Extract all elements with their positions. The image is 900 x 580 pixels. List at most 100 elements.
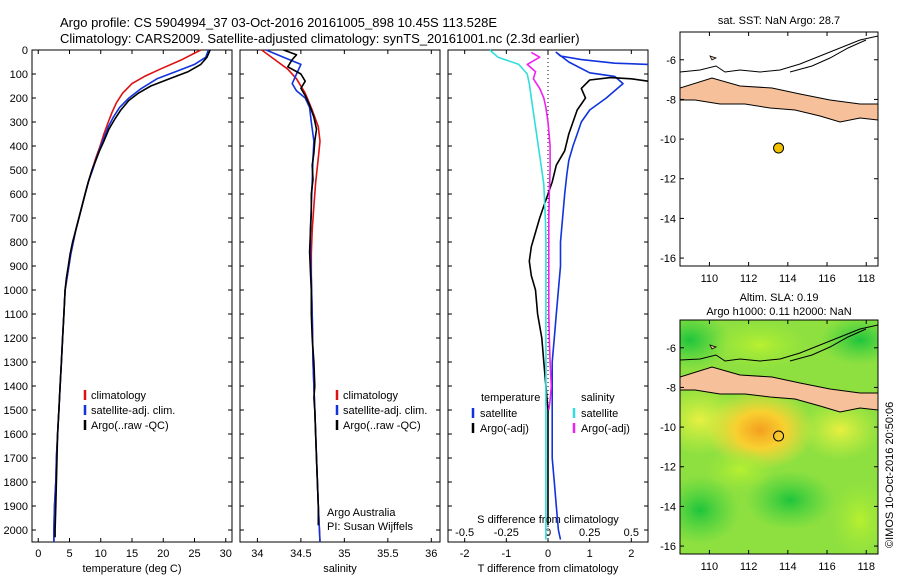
- x-tick-label: 2: [628, 548, 634, 560]
- x-tick-label: 10: [95, 548, 107, 560]
- map-y-tick-label: -8: [666, 94, 676, 106]
- profile-location-marker-sla: [773, 430, 785, 442]
- legend-label: Argo(-adj): [480, 423, 529, 435]
- depth-tick-label: 500: [10, 165, 28, 177]
- x-tick-label: 5: [66, 548, 72, 560]
- map-y-tick-label: -10: [660, 134, 676, 146]
- map-x-tick-label: 110: [701, 273, 719, 285]
- temperature-frame: [31, 49, 233, 543]
- legend-label: Argo(-adj): [581, 423, 630, 435]
- legend-header-salinity: salinity: [581, 392, 615, 404]
- salinity-frame: [239, 49, 441, 543]
- x-tick-label: 34: [251, 548, 263, 560]
- depth-tick-label: 900: [10, 261, 28, 273]
- imos-timestamp: ©IMOS 10-Oct-2016 20:50:06: [884, 402, 896, 548]
- depth-tick-label: 2000: [4, 525, 28, 537]
- depth-tick-label: 700: [10, 213, 28, 225]
- depth-tick-label: 1300: [4, 357, 28, 369]
- legend-label: climatology: [343, 390, 399, 402]
- map-x-tick-label: 110: [701, 561, 719, 573]
- map-y-tick-label: -14: [660, 501, 676, 513]
- depth-tick-label: 1200: [4, 333, 28, 345]
- series-line-argo-raw-qc-: [283, 49, 320, 526]
- map-y-tick-label: -6: [666, 55, 676, 67]
- s-tick-label: 0: [545, 527, 551, 539]
- map-x-tick-label: 118: [857, 561, 875, 573]
- temperature-panel: 0100200300400500600700800900100011001200…: [4, 45, 233, 575]
- map-x-tick-label: 118: [857, 273, 875, 285]
- depth-tick-label: 1800: [4, 477, 28, 489]
- depth-tick-label: 200: [10, 93, 28, 105]
- sla-map-title: Altim. SLA: 0.19: [740, 292, 819, 304]
- annotation-line: Argo Australia: [327, 507, 396, 519]
- series-line-salinity-satellite: [489, 49, 547, 540]
- sla-map-subtitle: Argo h1000: 0.11 h2000: NaN: [706, 306, 851, 318]
- annotation-line: PI: Susan Wijffels: [327, 521, 413, 533]
- map-x-tick-label: 116: [818, 273, 836, 285]
- series-line-temperature-satellite: [551, 51, 649, 540]
- legend-label: satellite-adj. clim.: [91, 405, 175, 417]
- series-line-satellite-adj-clim-: [53, 49, 210, 542]
- sst-map-frame: [679, 31, 879, 267]
- sla-heatmap: [680, 320, 878, 554]
- depth-tick-label: 400: [10, 141, 28, 153]
- legend-label: Argo(..raw -QC): [343, 420, 421, 432]
- s-tick-label: -0.5: [455, 527, 474, 539]
- map-y-tick-label: -12: [660, 174, 676, 186]
- sst-map-land: [680, 35, 878, 123]
- header-line-2: Climatology: CARS2009. Satellite-adjuste…: [60, 31, 580, 46]
- temperature-xlabel: temperature (deg C): [82, 563, 181, 575]
- s-tick-label: 0.25: [579, 527, 600, 539]
- depth-tick-label: 1600: [4, 429, 28, 441]
- x-tick-label: 20: [157, 548, 169, 560]
- x-tick-label: 15: [126, 548, 138, 560]
- depth-tick-label: 1500: [4, 405, 28, 417]
- legend-label: climatology: [91, 390, 147, 402]
- series-line-salinity-argo-adj-: [526, 51, 553, 411]
- s-tick-label: -0.25: [494, 527, 519, 539]
- x-tick-label: 35.5: [377, 548, 398, 560]
- sst-map: sat. SST: NaN Argo: 28.7 110 112 114 116 118…: [660, 15, 879, 285]
- map-x-tick-label: 112: [740, 273, 758, 285]
- x-tick-label: 25: [188, 548, 200, 560]
- s-tick-label: 0.5: [624, 527, 639, 539]
- depth-tick-label: 300: [10, 117, 28, 129]
- x-tick-label: 34.5: [290, 548, 311, 560]
- x-tick-label: -1: [501, 548, 511, 560]
- legend-header-temperature: temperature: [481, 392, 540, 404]
- map-x-tick-label: 116: [818, 561, 836, 573]
- map-y-tick-label: -12: [660, 462, 676, 474]
- depth-tick-label: 1400: [4, 381, 28, 393]
- depth-tick-label: 600: [10, 189, 28, 201]
- legend-label: satellite: [480, 408, 517, 420]
- sla-map-frame: [679, 319, 879, 555]
- map-y-tick-label: -8: [666, 382, 676, 394]
- depth-tick-label: 1000: [4, 285, 28, 297]
- depth-tick-label: 1900: [4, 501, 28, 513]
- legend-label: satellite-adj. clim.: [343, 405, 427, 417]
- sst-map-ticks: 110 112 114 116 118 -6 -8 -10 -12 -14 -16: [660, 32, 878, 285]
- sla-map-ticks: 110 112 114 116 118 -6 -8 -10 -12 -14 -16: [660, 320, 878, 573]
- map-x-tick-label: 114: [779, 273, 797, 285]
- sla-map: Altim. SLA: 0.19 Argo h1000: 0.11 h2000:…: [660, 292, 879, 573]
- x-tick-label: 0: [545, 548, 551, 560]
- salinity-panel: 34 34.5 35 35.5 36 salinity climatology satelli…: [239, 49, 441, 575]
- depth-tick-label: 1700: [4, 453, 28, 465]
- map-y-tick-label: -10: [660, 422, 676, 434]
- x-tick-label: 36: [425, 548, 437, 560]
- legend-label: satellite: [581, 408, 618, 420]
- x-tick-label: 30: [220, 548, 232, 560]
- profile-location-marker: [773, 142, 785, 154]
- sst-map-title: sat. SST: NaN Argo: 28.7: [718, 15, 840, 27]
- x-tick-label: 35: [338, 548, 350, 560]
- x-tick-label: 0: [35, 548, 41, 560]
- map-x-tick-label: 112: [740, 561, 758, 573]
- series-line-argo-raw-qc-: [54, 49, 211, 538]
- depth-tick-label: 100: [10, 69, 28, 81]
- map-y-tick-label: -16: [660, 253, 676, 265]
- difference-panel: -2 -1 0 1 2 T difference from climatology -0.5…: [447, 49, 649, 575]
- depth-tick-label: 0: [22, 45, 28, 57]
- map-y-tick-label: -16: [660, 541, 676, 553]
- map-y-tick-label: -14: [660, 213, 676, 225]
- salinity-xlabel: salinity: [323, 563, 357, 575]
